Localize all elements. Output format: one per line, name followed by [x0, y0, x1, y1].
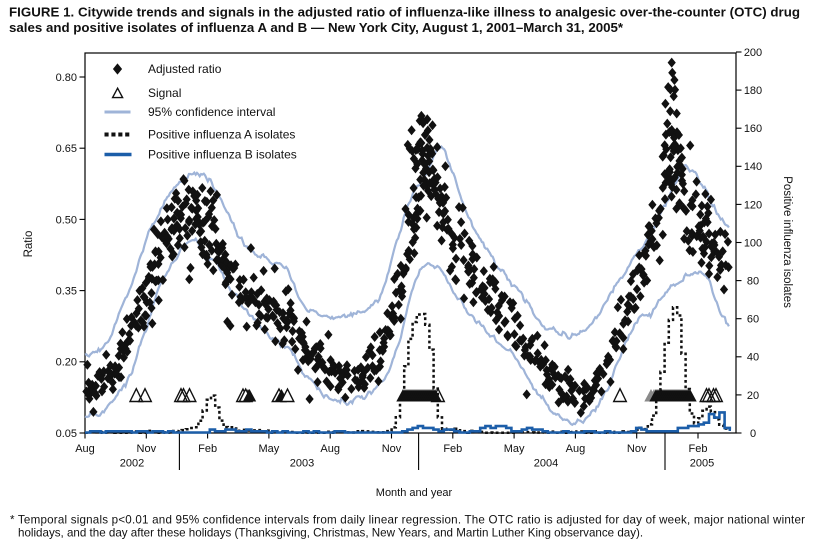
svg-text:Adjusted ratio: Adjusted ratio	[148, 62, 222, 76]
svg-text:Positive influenza B isolates: Positive influenza B isolates	[148, 147, 297, 161]
svg-text:95% confidence interval: 95% confidence interval	[148, 105, 275, 119]
svg-text:Feb: Feb	[689, 443, 708, 455]
svg-text:180: 180	[744, 85, 762, 97]
svg-text:FIGURE 1. Citywide trends and: FIGURE 1. Citywide trends and signals in…	[9, 5, 800, 20]
svg-text:200: 200	[744, 47, 762, 59]
svg-text:0.80: 0.80	[56, 72, 77, 84]
svg-text:May: May	[504, 443, 525, 455]
svg-text:Nov: Nov	[627, 443, 647, 455]
svg-text:20: 20	[747, 390, 759, 402]
svg-text:100: 100	[744, 237, 762, 249]
svg-text:* Temporal signals p<0.01 and: * Temporal signals p<0.01 and 95% confid…	[10, 514, 805, 527]
svg-text:0.05: 0.05	[56, 428, 77, 440]
svg-text:0.35: 0.35	[56, 286, 77, 298]
svg-text:80: 80	[747, 276, 759, 288]
svg-text:Nov: Nov	[137, 443, 157, 455]
svg-text:2003: 2003	[290, 458, 314, 470]
svg-text:0.50: 0.50	[56, 214, 77, 226]
svg-text:Positive influenza A isolates: Positive influenza A isolates	[148, 128, 295, 142]
svg-text:Aug: Aug	[566, 443, 586, 455]
svg-text:0.20: 0.20	[56, 357, 77, 369]
svg-text:120: 120	[744, 199, 762, 211]
svg-text:holidays, and the day after th: holidays, and the day after these holida…	[18, 527, 643, 540]
svg-text:sales and positive isolates of: sales and positive isolates of influenza…	[9, 20, 624, 35]
svg-text:40: 40	[747, 352, 759, 364]
svg-text:2005: 2005	[690, 458, 714, 470]
svg-text:0.65: 0.65	[56, 143, 77, 155]
svg-text:Month and year: Month and year	[376, 487, 453, 499]
svg-text:May: May	[259, 443, 280, 455]
svg-text:2002: 2002	[120, 458, 144, 470]
svg-text:Feb: Feb	[443, 443, 462, 455]
svg-text:2004: 2004	[534, 458, 558, 470]
svg-text:140: 140	[744, 161, 762, 173]
svg-text:0: 0	[750, 428, 756, 440]
svg-text:Aug: Aug	[75, 443, 95, 455]
svg-text:Nov: Nov	[382, 443, 402, 455]
svg-text:160: 160	[744, 123, 762, 135]
svg-text:Positive influenza isolates: Positive influenza isolates	[781, 176, 793, 308]
svg-text:Signal: Signal	[148, 86, 181, 100]
svg-text:60: 60	[747, 314, 759, 326]
svg-text:Aug: Aug	[320, 443, 340, 455]
svg-text:Ratio: Ratio	[23, 231, 35, 258]
svg-text:Feb: Feb	[198, 443, 217, 455]
